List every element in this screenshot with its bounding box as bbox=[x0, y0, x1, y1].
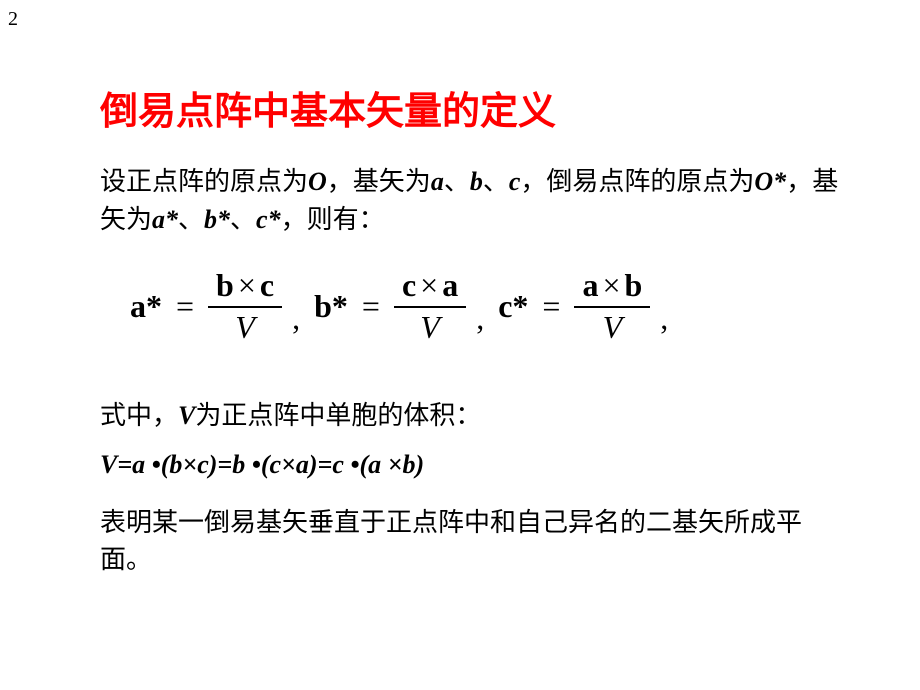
equals: = bbox=[542, 288, 560, 325]
num-left: a bbox=[582, 267, 598, 303]
slide-content: 倒易点阵中基本矢量的定义 设正点阵的原点为O，基矢为a、b、c，倒易点阵的原点为… bbox=[0, 0, 920, 579]
sep: 、 bbox=[178, 205, 204, 234]
var-b: b bbox=[470, 167, 483, 196]
var-c: c bbox=[509, 167, 521, 196]
b-star-lhs: b* bbox=[314, 288, 348, 325]
text: ，倒易点阵的原点为 bbox=[520, 167, 754, 196]
slide-title: 倒易点阵中基本矢量的定义 bbox=[100, 80, 840, 135]
sep: 、 bbox=[444, 167, 470, 196]
num-left: b bbox=[216, 267, 234, 303]
comma: , bbox=[476, 300, 484, 337]
var-bstar: b* bbox=[204, 205, 230, 234]
fraction-b: c×a V bbox=[394, 268, 466, 344]
numerator: a×b bbox=[574, 268, 650, 307]
sep: 、 bbox=[483, 167, 509, 196]
fraction-c: a×b V bbox=[574, 268, 650, 344]
var-O: O bbox=[308, 167, 327, 196]
intro-paragraph: 设正点阵的原点为O，基矢为a、b、c，倒易点阵的原点为O*，基矢为a*、b*、c… bbox=[100, 163, 840, 238]
num-right: c bbox=[260, 267, 274, 303]
num-left: c bbox=[402, 267, 416, 303]
c-star-lhs: c* bbox=[498, 288, 528, 325]
volume-equation: V=a •(b×c)=b •(c×a)=c •(a ×b) bbox=[100, 450, 840, 480]
a-star-lhs: a* bbox=[130, 288, 162, 325]
comma: , bbox=[660, 300, 668, 337]
num-right: a bbox=[442, 267, 458, 303]
denominator: V bbox=[412, 308, 448, 345]
var-Ostar: O* bbox=[754, 167, 786, 196]
formula-row: a* = b×c V , b* = c×a V , c* = a×b V , bbox=[130, 268, 840, 344]
text: 为正点阵中单胞的体积： bbox=[195, 401, 481, 430]
conclusion-paragraph: 表明某一倒易基矢垂直于正点阵中和自己异名的二基矢所成平面。 bbox=[100, 504, 840, 579]
text: 设正点阵的原点为 bbox=[100, 167, 308, 196]
page-number: 2 bbox=[8, 8, 18, 31]
volume-intro-line: 式中，V为正点阵中单胞的体积： bbox=[100, 395, 840, 432]
numerator: c×a bbox=[394, 268, 466, 307]
equals: = bbox=[176, 288, 194, 325]
denominator: V bbox=[227, 308, 263, 345]
numerator: b×c bbox=[208, 268, 282, 307]
num-right: b bbox=[624, 267, 642, 303]
equals: = bbox=[362, 288, 380, 325]
text: ，基矢为 bbox=[327, 167, 431, 196]
text: 式中， bbox=[100, 401, 178, 430]
var-V: V bbox=[178, 401, 195, 430]
times-icon: × bbox=[420, 267, 438, 303]
var-cstar: c* bbox=[256, 205, 281, 234]
var-a: a bbox=[431, 167, 444, 196]
times-icon: × bbox=[602, 267, 620, 303]
sep: 、 bbox=[230, 205, 256, 234]
times-icon: × bbox=[238, 267, 256, 303]
fraction-a: b×c V bbox=[208, 268, 282, 344]
denominator: V bbox=[595, 308, 631, 345]
var-astar: a* bbox=[152, 205, 178, 234]
text: ，则有： bbox=[281, 205, 385, 234]
comma: , bbox=[292, 300, 300, 337]
